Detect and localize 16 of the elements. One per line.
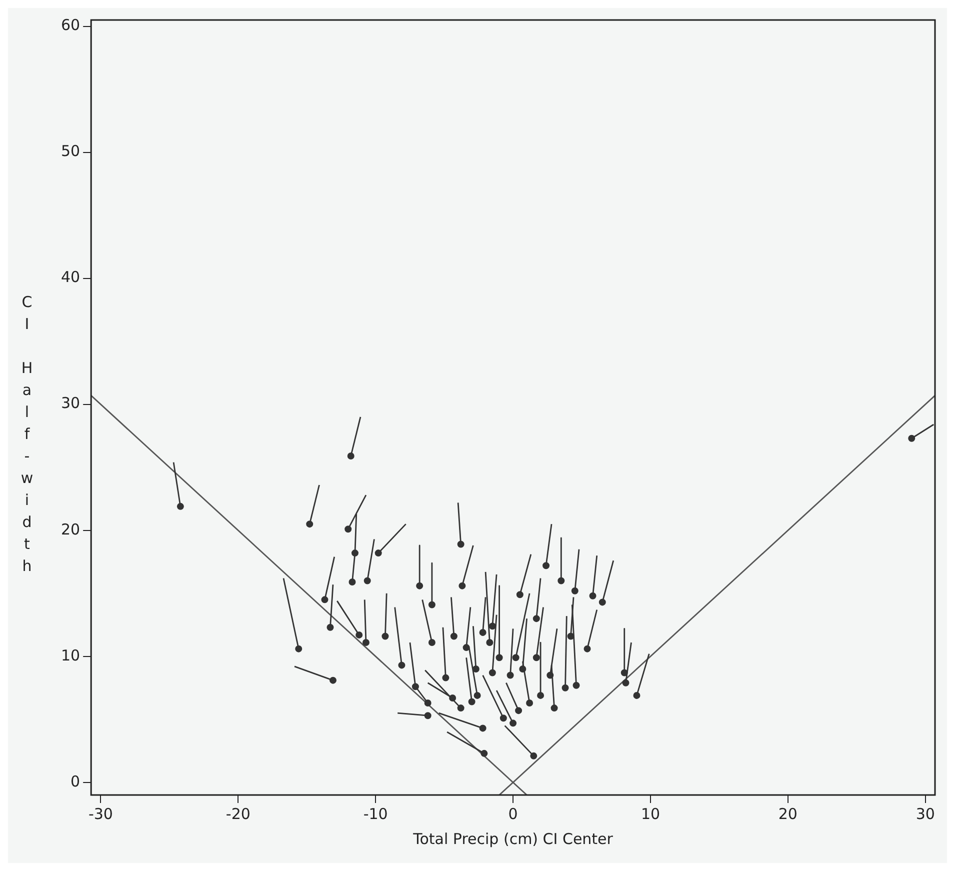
y-tick-label: 60: [60, 16, 80, 34]
y-tick-label: 0: [70, 772, 80, 790]
y-tick-label: 50: [60, 142, 80, 160]
y-tick-label: 20: [60, 520, 80, 538]
x-tick-label: 0: [508, 804, 518, 823]
y-tick-label: 40: [60, 268, 80, 286]
x-tick-label: 20: [778, 804, 798, 823]
y-tick-label: 10: [60, 646, 80, 664]
y-axis-title: CI Half-width: [18, 292, 36, 578]
x-axis-title: Total Precip (cm) CI Center: [412, 830, 614, 848]
y-tick-label: 30: [60, 394, 80, 412]
x-tick-label: 10: [640, 804, 660, 823]
x-tick-label: -30: [88, 804, 113, 823]
x-tick-label: 30: [916, 804, 935, 823]
x-tick-label: -20: [226, 804, 250, 823]
x-tick-label: -10: [363, 804, 388, 823]
